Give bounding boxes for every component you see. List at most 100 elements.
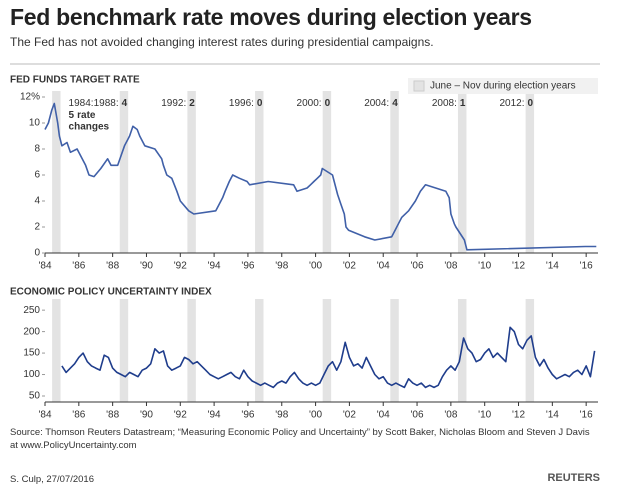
- band-label: 2008: 1: [432, 98, 466, 109]
- x-tick-label: '98: [275, 261, 288, 272]
- x-tick-label: '84: [38, 410, 51, 421]
- x-tick-label: '86: [72, 410, 85, 421]
- band-year: 1988:: [94, 98, 119, 109]
- band-year: 2012:: [499, 98, 524, 109]
- election-band: [255, 91, 264, 253]
- logo: REUTERS: [547, 472, 600, 484]
- x-tick-label: '00: [309, 261, 322, 272]
- election-band: [52, 91, 61, 253]
- election-band: [457, 299, 467, 402]
- y-tick-label: 250: [23, 305, 40, 316]
- band-label: 1996: 0: [229, 98, 263, 109]
- band-note: rate: [77, 110, 96, 121]
- band-year: 2004:: [364, 98, 389, 109]
- x-tick-label: '04: [377, 410, 390, 421]
- x-tick-label: '90: [140, 410, 153, 421]
- band-note-cont: changes: [69, 122, 110, 133]
- x-tick-label: '96: [241, 261, 254, 272]
- x-tick-label: '02: [343, 261, 356, 272]
- x-tick-label: '98: [275, 410, 288, 421]
- legend-label: June – Nov during election years: [430, 81, 576, 92]
- band-label: 2004: 4: [364, 98, 398, 109]
- election-band: [525, 299, 535, 402]
- x-tick-label: '94: [208, 261, 221, 272]
- election-band: [525, 91, 535, 253]
- band-year: 1984:: [69, 98, 94, 109]
- x-tick-label: '08: [444, 410, 457, 421]
- x-tick-label: '84: [38, 261, 51, 272]
- election-band: [119, 299, 129, 402]
- election-band: [390, 91, 399, 253]
- election-band: [187, 91, 196, 253]
- x-tick-label: '08: [444, 261, 457, 272]
- x-tick-label: '06: [411, 261, 424, 272]
- y-tick-label: 4: [34, 196, 40, 207]
- subtitle: The Fed has not avoided changing interes…: [10, 35, 434, 49]
- band-year: 1992:: [161, 98, 186, 109]
- band-changes: 0: [528, 98, 534, 109]
- x-tick-label: '06: [411, 410, 424, 421]
- credit: S. Culp, 27/07/2016: [10, 474, 94, 485]
- x-tick-label: '12: [512, 261, 525, 272]
- y-tick-label: 12%: [20, 92, 40, 103]
- legend-swatch: [413, 80, 425, 92]
- x-tick-label: '10: [478, 261, 491, 272]
- band-changes: 4: [392, 98, 398, 109]
- election-band: [457, 91, 467, 253]
- y-tick-label: 10: [29, 118, 41, 129]
- x-tick-label: '14: [546, 261, 559, 272]
- x-tick-label: '92: [174, 261, 187, 272]
- band-changes: 0: [325, 98, 331, 109]
- election-band: [390, 299, 399, 402]
- x-tick-label: '10: [478, 410, 491, 421]
- y-tick-label: 0: [34, 248, 40, 259]
- band-label: 1988: 4: [94, 98, 128, 109]
- x-tick-label: '16: [580, 261, 593, 272]
- band-year: 2000:: [297, 98, 322, 109]
- x-tick-label: '90: [140, 261, 153, 272]
- x-tick-label: '14: [546, 410, 559, 421]
- y-tick-label: 150: [23, 348, 40, 359]
- x-tick-label: '88: [106, 410, 119, 421]
- panel-title: ECONOMIC POLICY UNCERTAINTY INDEX: [10, 287, 212, 298]
- y-tick-label: 6: [34, 170, 40, 181]
- election-band: [119, 91, 129, 253]
- x-tick-label: '88: [106, 261, 119, 272]
- band-label: 1992: 2: [161, 98, 195, 109]
- election-band: [187, 299, 196, 402]
- x-tick-label: '86: [72, 261, 85, 272]
- y-tick-label: 8: [34, 144, 40, 155]
- y-tick-label: 2: [34, 222, 40, 233]
- data-line: [61, 326, 596, 389]
- x-tick-label: '00: [309, 410, 322, 421]
- election-band: [52, 299, 61, 402]
- x-tick-label: '04: [377, 261, 390, 272]
- panel-title: FED FUNDS TARGET RATE: [10, 75, 140, 86]
- band-label: 2012: 0: [499, 98, 533, 109]
- band-year: 2008:: [432, 98, 457, 109]
- x-tick-label: '96: [241, 410, 254, 421]
- election-band: [255, 299, 264, 402]
- election-band: [322, 299, 332, 402]
- x-tick-label: '12: [512, 410, 525, 421]
- band-year: 1996:: [229, 98, 254, 109]
- data-line: [44, 102, 597, 251]
- band-changes: 1: [460, 98, 466, 109]
- band-changes: 4: [122, 98, 128, 109]
- x-tick-label: '16: [580, 410, 593, 421]
- legend-bg: [408, 78, 598, 94]
- band-changes: 0: [257, 98, 263, 109]
- y-tick-label: 50: [29, 391, 41, 402]
- y-tick-label: 200: [23, 326, 40, 337]
- x-tick-label: '02: [343, 410, 356, 421]
- band-changes: 5: [69, 110, 75, 121]
- y-tick-label: 100: [23, 369, 40, 380]
- x-tick-label: '94: [208, 410, 221, 421]
- x-tick-label: '92: [174, 410, 187, 421]
- title: Fed benchmark rate moves during election…: [10, 4, 532, 30]
- band-label: 2000: 0: [297, 98, 331, 109]
- band-changes: 2: [189, 98, 195, 109]
- band-label: 1984: 5 rate: [69, 98, 96, 121]
